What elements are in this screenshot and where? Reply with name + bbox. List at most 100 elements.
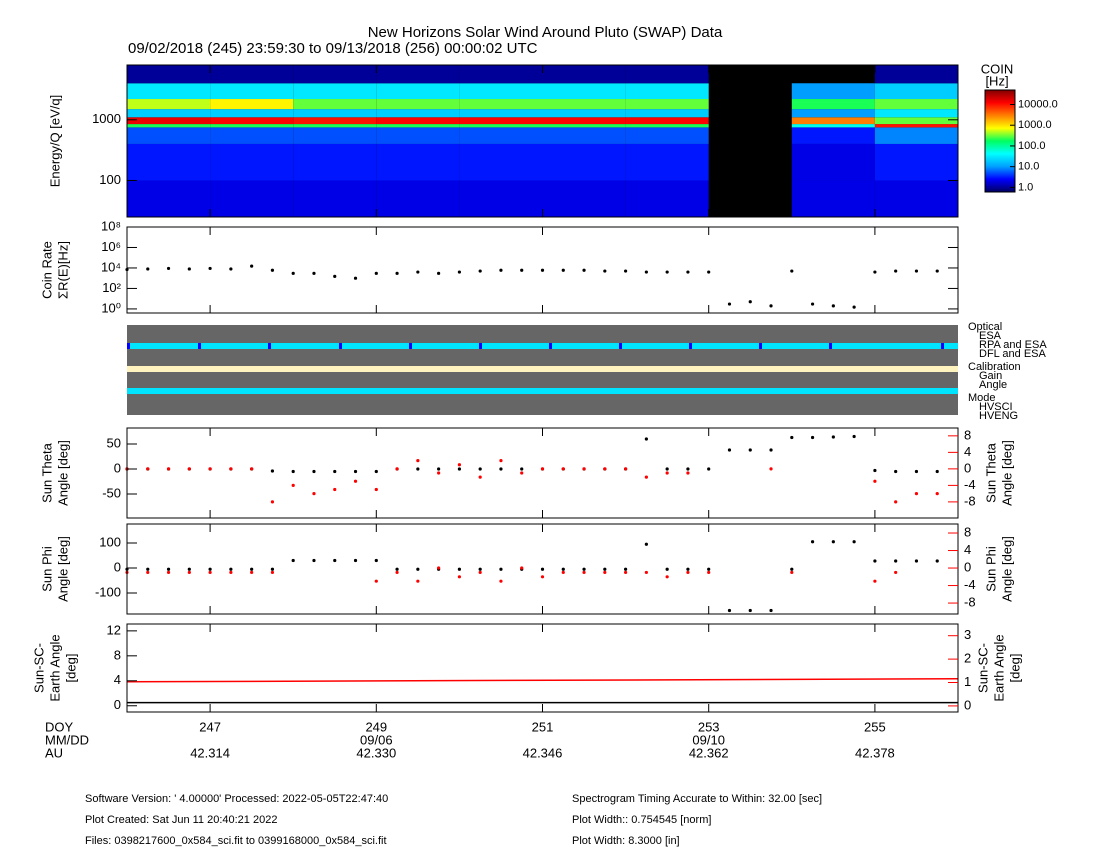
data-point [561,268,565,272]
data-point [540,467,545,471]
heatmap-cell [459,65,543,84]
data-point [416,270,420,274]
data-point [810,540,815,544]
data-point [935,492,939,496]
data-point [540,575,545,579]
heatmap-cell [874,143,958,181]
status-legend-item: Angle [979,379,1007,391]
heatmap-cell [791,117,875,125]
data-point [686,467,690,471]
x-tick-label: 255 [864,719,886,734]
mode-band [127,388,958,394]
data-point [437,271,441,275]
heatmap-cell [874,109,958,118]
heatmap-cell [459,99,543,110]
y2-tick-label: -8 [964,493,976,508]
y2-tick-label: 1 [964,674,971,689]
data-point [873,468,877,473]
y-tick-label: 10⁰ [101,300,121,315]
data-point [333,487,337,492]
data-point [686,567,690,571]
data-point [353,479,358,483]
data-point [333,469,337,474]
y2-axis-label: Sun-SC- [975,643,990,693]
data-point [894,269,898,273]
data-point [457,575,461,579]
data-point [561,570,565,575]
y2-tick-label: 0 [964,460,971,475]
data-point [624,570,628,575]
data-point [229,267,233,271]
data-point [374,579,378,583]
data-point [353,276,358,280]
y-axis-label: Sun Phi [39,546,54,592]
data-point [416,459,420,463]
x-au-label: 42.362 [689,745,729,760]
heatmap-cell [459,180,543,217]
heatmap-cell [625,109,709,118]
data-point [707,467,711,471]
y2-axis-label: Angle [deg] [999,536,1014,602]
heatmap-cell [625,180,709,217]
data-point [499,567,503,571]
data-point [395,271,399,275]
data-point [686,471,690,475]
y-tick-label: 100 [99,172,121,187]
colorbar-tick-label: 100.0 [1018,140,1046,152]
data-point [644,475,648,479]
heatmap-cell [210,180,294,217]
data-point [478,475,482,479]
heatmap-cell [210,109,294,118]
data-point [166,570,171,575]
status-legend-item: Gain [979,370,1002,382]
data-point [146,467,150,471]
colorbar-title: COIN [981,61,1014,76]
heatmap-cell [625,124,709,128]
heatmap-cell [210,83,294,100]
heatmap-cell [459,83,543,100]
data-point [624,269,628,273]
plot-frame [126,623,959,713]
x-date-label: 09/10 [692,732,725,747]
status-legend-item: DFL and ESA [979,348,1047,360]
data-point [520,467,524,471]
data-point [561,467,565,471]
data-point [810,435,815,440]
heatmap-cell [625,143,709,181]
heatmap-cell [127,109,211,118]
data-point [457,567,461,571]
data-point [603,570,607,575]
data-point [644,437,648,441]
data-point [457,463,461,467]
data-point [707,570,711,575]
heatmap-cell [127,99,211,110]
data-point [873,479,877,483]
data-point [229,567,233,571]
heatmap-cell [127,117,211,125]
y2-axis-label: Earth Angle [991,634,1006,701]
heatmap-cell [874,99,958,110]
data-point [914,492,919,496]
y2-tick-label: 4 [964,542,971,557]
data-point [686,270,690,274]
y2-tick-label: -4 [964,477,976,492]
status-panel [127,325,958,415]
y-tick-label: 50 [107,435,121,450]
data-point [624,467,628,471]
chart-title: New Horizons Solar Wind Around Pluto (SW… [368,24,723,41]
heatmap-cell [210,127,294,144]
x-date-label: 09/06 [360,732,393,747]
y-axis-label: [deg] [63,654,78,683]
y-tick-label: 10⁴ [101,259,121,274]
plot-frame [126,427,959,519]
data-point [478,567,482,571]
heatmap-cell [874,65,958,84]
data-point [852,434,856,439]
footer-text: Plot Width: 8.3000 [in] [572,835,680,847]
heatmap-cell [459,127,543,144]
data-point [270,469,275,473]
y-tick-label: 12 [107,622,121,637]
heatmap-cell [625,127,709,144]
data-point [603,567,607,571]
data-point [208,467,212,471]
